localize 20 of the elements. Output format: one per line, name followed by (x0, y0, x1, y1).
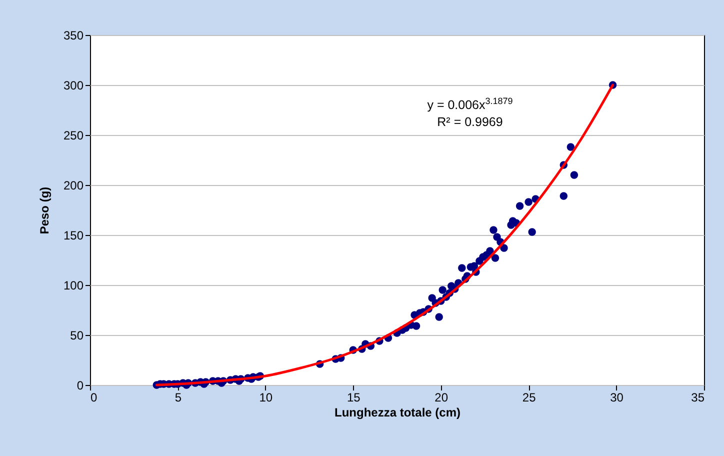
y-tick-label: 250 (63, 128, 84, 142)
y-tick-label: 50 (70, 328, 84, 342)
y-tick-label: 200 (63, 178, 84, 192)
x-tick-label: 20 (434, 390, 448, 404)
x-tick-label: 35 (691, 390, 705, 404)
x-tick-label: 0 (90, 390, 98, 404)
y-tick-label: 150 (63, 228, 84, 242)
y-tick-label: 0 (76, 378, 84, 392)
x-tick-label: 5 (174, 390, 182, 404)
annotation: R² = 0.9969 (436, 114, 504, 132)
annotation: y = 0.006x$^{3.1879}$ (426, 95, 514, 114)
x-tick-label: 30 (610, 390, 624, 404)
x-tick-label: 15 (346, 390, 361, 404)
y-tick-label: 350 (63, 28, 84, 42)
y-tick-label: 300 (63, 78, 84, 92)
x-tick-label: 10 (259, 390, 273, 404)
y-tick-label: 100 (63, 278, 84, 292)
x-axis-title: Lunghezza totale (cm) (334, 406, 461, 420)
y-axis-title: Peso (g) (37, 186, 52, 234)
x-tick-label: 25 (522, 390, 536, 404)
